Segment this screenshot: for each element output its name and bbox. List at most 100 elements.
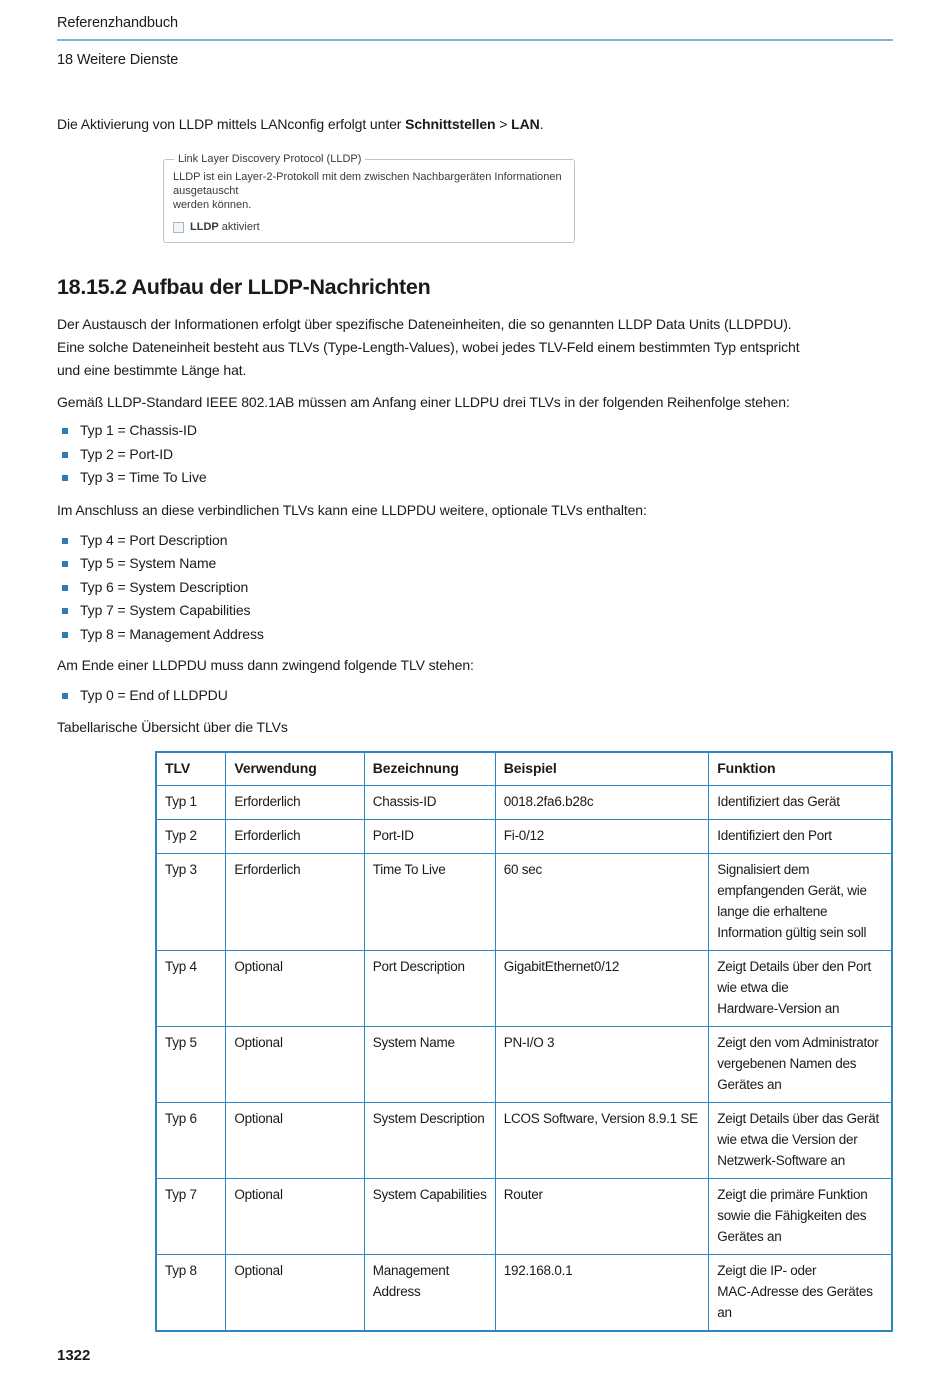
table-head: TLV Verwendung Bezeichnung Beispiel Funktion [155, 751, 893, 786]
tlv-overview-table: TLV Verwendung Bezeichnung Beispiel Funktion… [155, 750, 893, 1332]
list-item-label: Typ 0 = End of LLDPDU [80, 687, 228, 703]
table-cell: Port-ID [363, 818, 496, 854]
table-row: Typ 7 Optional System Capabilities Router Ze… [155, 1177, 893, 1255]
paragraph-lldpdu-intro: Der Austausch der Informationen erfolgt … [57, 316, 800, 378]
lanconfig-screenshot: Link Layer Discovery Protocol (LLDP) LLD… [163, 153, 575, 243]
chapter-title: 18 Weitere Dienste [57, 52, 179, 68]
table-cell: LCOS Software, Version 8.9.1 SE [494, 1101, 710, 1179]
mandatory-tlv-list: Typ 1 = Chassis-ID Typ 2 = Port-ID Typ 3 =… [57, 419, 893, 490]
list-item-label: Typ 5 = System Name [80, 555, 217, 571]
list-item-label: Typ 2 = Port-ID [80, 445, 174, 462]
lldp-groupbox: Link Layer Discovery Protocol (LLDP) LLD… [163, 153, 575, 243]
table-row: Typ 8 Optional Management Address 192.168.0… [155, 1253, 893, 1331]
section-heading: 18.15.2 Aufbau der LLDP-Nachrichten [57, 275, 431, 299]
menupath-lan: LAN [511, 116, 540, 132]
list-item: Typ 2 = Port-ID [57, 443, 893, 467]
list-item-label: Typ 8 = Management Address [80, 625, 264, 642]
square-bullet-icon [62, 584, 68, 591]
paragraph-end-intro: Am Ende einer LLDPDU muss dann zwingend … [57, 657, 474, 673]
checkbox-unchecked-icon [173, 221, 184, 233]
table-row: Typ 6 Optional System Description LCOS Soft… [155, 1101, 893, 1179]
table-cell: Typ 8 [155, 1253, 227, 1331]
list-item: Typ 5 = System Name [57, 552, 893, 576]
table-cell: System Name [363, 1025, 496, 1103]
column-header: Beispiel [494, 751, 710, 786]
table-row: Typ 4 Optional Port Description GigabitEthe… [155, 949, 893, 1027]
page-content: Die Aktivierung von LLDP mittels LANconf… [57, 113, 893, 1332]
checkbox-label: LLDP aktiviert [190, 221, 260, 233]
lldp-aktiviert-row: LLDP aktiviert [173, 221, 565, 233]
intro-period: . [539, 116, 544, 132]
lldp-groupbox-legend: Link Layer Discovery Protocol (LLDP) [178, 153, 362, 165]
doc-title: Referenzhandbuch [57, 15, 178, 31]
table-cell: Zeigt den vom Administrator vergebenen N… [708, 1025, 893, 1103]
column-header: TLV [155, 751, 227, 786]
paragraph-standard: Gemäß LLDP-Standard IEEE 802.1AB müssen … [57, 394, 790, 410]
table-cell: Typ 7 [155, 1177, 227, 1255]
table-row: Typ 5 Optional System Name PN-I/O 3 Zeigt de… [155, 1025, 893, 1103]
list-item-label: Typ 1 = Chassis-ID [80, 422, 197, 438]
table-cell: Identifiziert das Gerät [708, 784, 893, 820]
table-cell: 192.168.0.1 [494, 1253, 710, 1331]
list-item: Typ 7 = System Capabilities [57, 599, 893, 623]
list-item: Typ 6 = System Description [57, 576, 893, 600]
table-cell: Optional [225, 1177, 365, 1255]
list-item: Typ 1 = Chassis-ID [57, 419, 893, 443]
intro-text: Die Aktivierung von LLDP mittels LANconf… [57, 116, 406, 132]
square-bullet-icon [62, 631, 68, 638]
list-item: Typ 4 = Port Description [57, 529, 893, 553]
header-rule [57, 39, 893, 41]
table-cell: 0018.2fa6.b28c [494, 784, 710, 820]
paragraph-optional-intro: Im Anschluss an diese verbindlichen TLVs… [57, 501, 647, 518]
table-cell: Fi-0/12 [494, 818, 710, 854]
table-cell: Optional [225, 949, 365, 1027]
table-cell: Optional [225, 1253, 365, 1331]
column-header: Funktion [708, 751, 893, 786]
table-cell: Typ 6 [155, 1101, 227, 1179]
checkbox-label-bold: LLDP [190, 221, 219, 233]
square-bullet-icon [62, 428, 68, 434]
table-cell: Chassis-ID [363, 784, 496, 820]
table-cell: Optional [225, 1025, 365, 1103]
square-bullet-icon [62, 475, 68, 481]
table-cell: Router [494, 1177, 710, 1255]
table-cell: Erforderlich [225, 818, 365, 854]
list-item: Typ 8 = Management Address [57, 623, 893, 647]
list-item-label: Typ 6 = System Description [80, 578, 249, 595]
table-cell: Typ 2 [155, 818, 227, 854]
column-header: Bezeichnung [363, 751, 496, 786]
square-bullet-icon [62, 451, 68, 458]
table-cell: Typ 1 [155, 784, 227, 820]
paragraph-table-caption: Tabellarische Übersicht über die TLVs [57, 718, 288, 735]
table-cell: Zeigt Details über den Port wie etwa die… [708, 949, 893, 1027]
table-cell: Zeigt die primäre Funktion sowie die Fäh… [708, 1177, 893, 1255]
table-cell: 60 sec [494, 852, 710, 951]
list-item: Typ 3 = Time To Live [57, 466, 893, 490]
table-cell: GigabitEthernet0/12 [494, 949, 710, 1027]
table-cell: Management Address [363, 1253, 496, 1331]
square-bullet-icon [62, 608, 68, 614]
column-header: Verwendung [225, 751, 365, 786]
table-cell: Typ 5 [155, 1025, 227, 1103]
lldp-dialog-description: LLDP ist ein Layer-2-Protokoll mit dem z… [173, 171, 562, 211]
list-item-label: Typ 4 = Port Description [80, 531, 228, 548]
table-row: Typ 1 Erforderlich Chassis-ID 0018.2fa6.b28… [155, 784, 893, 820]
page-number: 1322 [57, 1347, 91, 1364]
table-cell: Erforderlich [225, 784, 365, 820]
table-cell: Zeigt die IP- oder MAC-Adresse des Gerät… [708, 1253, 893, 1331]
table-cell: PN-I/O 3 [494, 1025, 710, 1103]
checkbox-label-rest: aktiviert [218, 221, 260, 233]
table-cell: Port Description [363, 949, 496, 1027]
table-body: Typ 1 Erforderlich Chassis-ID 0018.2fa6.b28… [155, 784, 893, 1331]
square-bullet-icon [62, 561, 68, 567]
square-bullet-icon [62, 537, 68, 544]
page-header: Referenzhandbuch 18 Weitere Dienste [57, 13, 893, 70]
square-bullet-icon [62, 693, 68, 699]
list-item-label: Typ 3 = Time To Live [80, 469, 207, 485]
table-cell: Optional [225, 1101, 365, 1179]
table-cell: Time To Live [363, 852, 496, 951]
table-cell: Typ 3 [155, 852, 227, 951]
list-item: Typ 0 = End of LLDPDU [57, 684, 893, 708]
menupath-schnittstellen: Schnittstellen [405, 116, 496, 132]
